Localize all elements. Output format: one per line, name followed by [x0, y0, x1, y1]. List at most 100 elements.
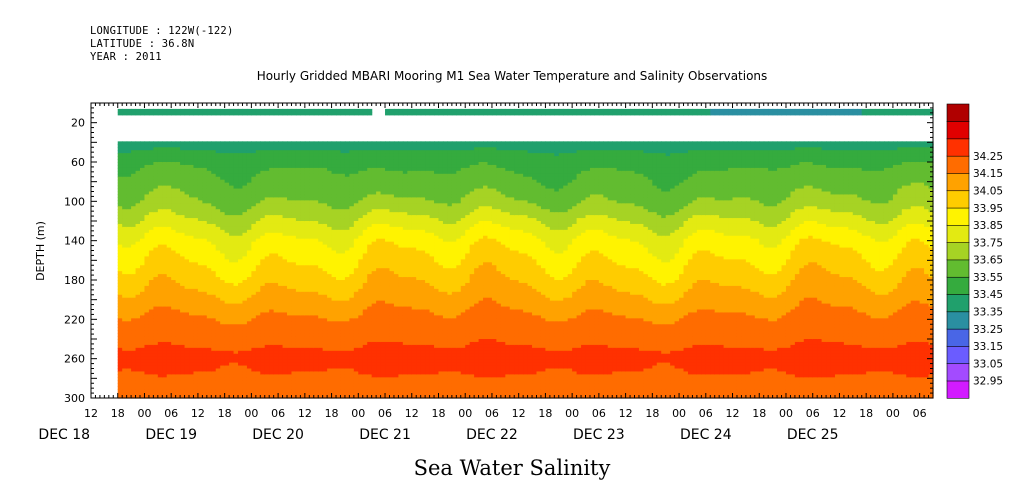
field-cell: [260, 392, 266, 396]
field-cell: [148, 188, 154, 193]
field-cell: [166, 226, 172, 231]
field-cell: [153, 356, 159, 361]
field-cell: [189, 297, 195, 302]
field-cell: [291, 339, 297, 343]
field-cell: [153, 218, 159, 222]
field-cell: [189, 162, 195, 166]
field-cell: [269, 315, 275, 319]
field-cell: [255, 344, 261, 349]
field-cell: [264, 312, 270, 316]
field-cell: [202, 309, 208, 314]
field-cell: [171, 223, 177, 228]
field-cell: [189, 383, 195, 387]
field-cell: [144, 244, 150, 249]
field-cell: [304, 176, 310, 181]
field-cell: [300, 215, 306, 219]
field-cell: [131, 271, 137, 275]
field-cell: [327, 336, 333, 340]
field-cell: [140, 164, 146, 169]
field-cell: [358, 173, 364, 178]
field-cell: [309, 241, 315, 246]
field-cell: [144, 226, 150, 231]
field-cell: [278, 353, 284, 358]
field-cell: [327, 315, 333, 319]
field-cell: [135, 336, 141, 340]
field-cell: [242, 229, 248, 234]
field-cell: [184, 223, 190, 228]
field-cell: [157, 262, 163, 266]
field-cell: [135, 282, 141, 287]
field-cell: [189, 356, 195, 361]
field-cell: [148, 256, 154, 260]
field-cell: [131, 374, 137, 378]
field-cell: [309, 185, 315, 190]
field-cell: [189, 306, 195, 311]
field-cell: [211, 324, 217, 328]
field-cell: [135, 179, 141, 184]
field-cell: [340, 297, 346, 302]
field-cell: [344, 232, 350, 237]
field-cell: [295, 309, 301, 314]
field-cell: [278, 197, 284, 201]
field-cell: [269, 268, 275, 272]
field-cell: [287, 221, 293, 225]
field-cell: [153, 221, 159, 225]
field-cell: [122, 191, 128, 196]
field-cell: [255, 185, 261, 190]
field-cell: [322, 188, 328, 193]
field-cell: [300, 274, 306, 278]
field-cell: [157, 244, 163, 249]
field-cell: [287, 156, 293, 160]
field-cell: [224, 321, 230, 325]
field-cell: [336, 277, 342, 281]
field-cell: [246, 336, 252, 340]
field-cell: [135, 383, 141, 387]
field-cell: [327, 147, 333, 151]
field-cell: [206, 232, 212, 237]
field-cell: [322, 288, 328, 293]
field-cell: [148, 386, 154, 390]
field-cell: [300, 253, 306, 257]
field-cell: [362, 371, 368, 375]
field-cell: [313, 203, 319, 207]
field-cell: [140, 203, 146, 207]
field-cell: [358, 265, 364, 269]
field-cell: [126, 197, 132, 201]
field-cell: [309, 309, 315, 314]
field-cell: [246, 206, 252, 210]
field-cell: [220, 324, 226, 328]
field-cell: [349, 368, 355, 373]
field-cell: [313, 164, 319, 169]
field-cell: [260, 185, 266, 190]
field-cell: [336, 318, 342, 322]
field-cell: [206, 392, 212, 396]
field-cell: [162, 241, 168, 246]
field-cell: [153, 197, 159, 201]
field-cell: [362, 259, 368, 263]
field-cell: [358, 203, 364, 207]
field-cell: [331, 312, 337, 316]
field-cell: [273, 238, 279, 243]
field-cell: [251, 250, 257, 255]
field-cell: [313, 265, 319, 269]
field-cell: [166, 223, 172, 228]
longitude-label: LONGITUDE : 122W(-122): [90, 25, 233, 37]
field-cell: [353, 356, 359, 361]
field-cell: [224, 147, 230, 151]
field-cell: [238, 368, 244, 373]
field-cell: [144, 156, 150, 160]
field-cell: [287, 164, 293, 169]
field-cell: [278, 253, 284, 257]
field-cell: [166, 344, 172, 349]
field-cell: [140, 377, 146, 381]
field-cell: [211, 368, 217, 373]
field-cell: [224, 380, 230, 384]
field-cell: [122, 362, 128, 367]
field-cell: [157, 303, 163, 308]
field-cell: [273, 318, 279, 322]
field-cell: [269, 191, 275, 196]
field-cell: [251, 280, 257, 284]
field-cell: [180, 203, 186, 207]
field-cell: [318, 250, 324, 255]
field-cell: [215, 339, 221, 343]
